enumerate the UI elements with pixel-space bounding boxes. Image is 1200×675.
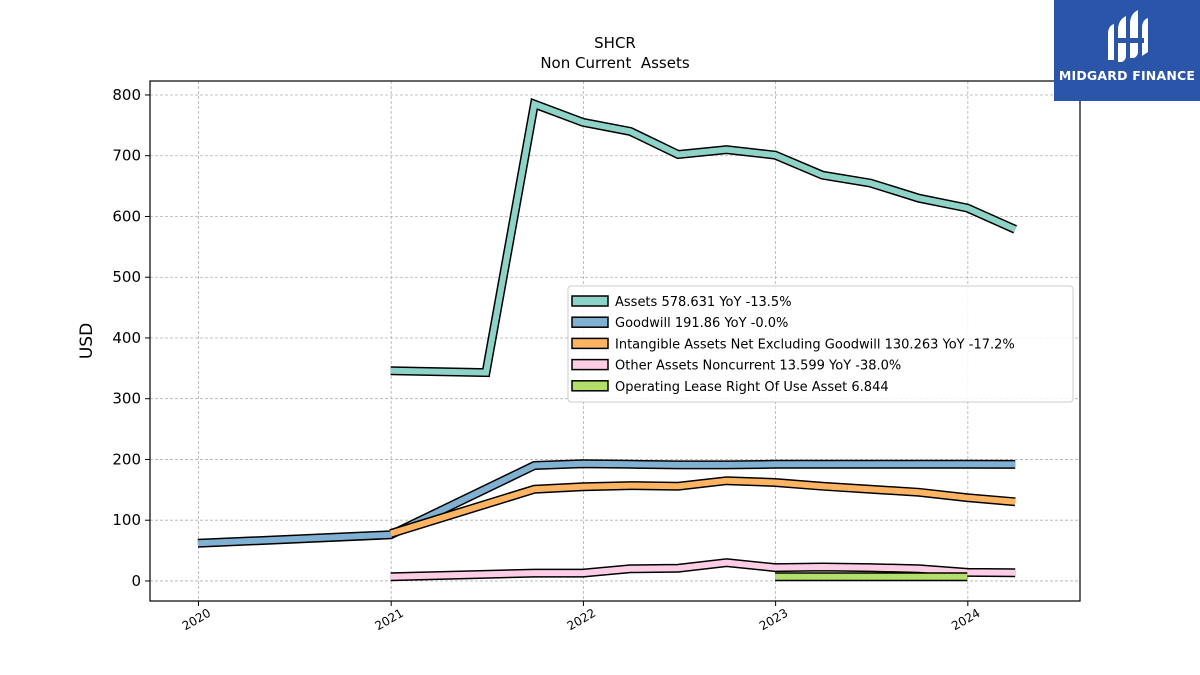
chart-title: SHCR xyxy=(594,34,636,52)
plot-frame xyxy=(149,80,1081,602)
brand-logo: MIDGARD FINANCE xyxy=(1054,0,1200,101)
legend-label: Assets 578.631 YoY -13.5% xyxy=(615,295,792,310)
y-tick-label: 600 xyxy=(112,207,141,225)
chart-subtitle: Non Current Assets xyxy=(540,54,690,72)
brand-name: MIDGARD FINANCE xyxy=(1058,68,1196,83)
legend-label: Operating Lease Right Of Use Asset 6.844 xyxy=(615,380,889,395)
legend-label: Other Assets Noncurrent 13.599 YoY -38.0… xyxy=(615,359,901,374)
series-outline-goodwill xyxy=(197,459,1016,548)
x-tick-label: 2024 xyxy=(949,606,982,633)
legend-swatch xyxy=(571,358,609,371)
legend-swatch xyxy=(571,380,609,392)
y-tick-label: 800 xyxy=(112,86,141,104)
y-tick-label: 500 xyxy=(112,268,141,286)
legend-swatch xyxy=(571,316,609,328)
legend-box xyxy=(567,285,1074,403)
legend-label: Intangible Assets Net Excluding Goodwill… xyxy=(615,337,1015,352)
y-tick-label: 100 xyxy=(112,511,141,529)
x-tick-label: 2023 xyxy=(757,606,790,633)
x-tick-label: 2020 xyxy=(180,606,213,633)
series-line-goodwill xyxy=(197,460,1016,547)
y-tick-label: 0 xyxy=(131,572,141,590)
series-line-other-assets-noncurrent xyxy=(390,559,1016,580)
series-line-assets xyxy=(390,100,1017,376)
series-lines xyxy=(197,97,1018,582)
legend: Assets 578.631 YoY -13.5% Goodwill 191.86… xyxy=(567,285,1074,403)
legend-swatch xyxy=(571,295,609,307)
series-line-intangible-assets-net-excluding-goodwill xyxy=(389,477,1016,537)
y-tick-label: 700 xyxy=(112,147,141,165)
midgard-logo-icon xyxy=(1108,10,1148,62)
y-tick-label: 200 xyxy=(112,450,141,468)
y-tick-label: 300 xyxy=(112,390,141,408)
legend-swatch xyxy=(571,337,609,350)
y-tick-label: 400 xyxy=(112,329,141,347)
x-tick-label: 2021 xyxy=(372,606,405,633)
y-axis-label: USD xyxy=(77,323,97,359)
legend-label: Goodwill 191.86 YoY -0.0% xyxy=(615,316,788,331)
x-tick-label: 2022 xyxy=(565,606,598,633)
